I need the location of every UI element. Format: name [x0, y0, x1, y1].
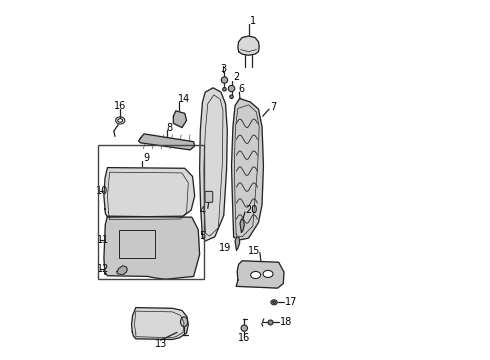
Text: 14: 14 [178, 94, 190, 104]
Ellipse shape [271, 300, 277, 305]
Text: 10: 10 [96, 186, 108, 196]
Text: 15: 15 [247, 246, 260, 256]
Ellipse shape [230, 95, 233, 99]
Polygon shape [117, 266, 127, 275]
Polygon shape [232, 99, 264, 240]
Polygon shape [132, 307, 188, 339]
Bar [98, 145, 204, 279]
Text: 12: 12 [97, 264, 109, 274]
Text: 4: 4 [199, 206, 206, 216]
Text: 5: 5 [199, 231, 206, 241]
Text: 9: 9 [143, 153, 149, 163]
Polygon shape [238, 36, 259, 55]
Polygon shape [104, 168, 195, 217]
Text: 17: 17 [285, 297, 297, 307]
Polygon shape [236, 261, 284, 288]
Text: 18: 18 [280, 318, 293, 328]
Polygon shape [240, 219, 245, 233]
FancyBboxPatch shape [205, 192, 213, 202]
Text: 20: 20 [245, 205, 258, 215]
Text: 1: 1 [250, 16, 256, 26]
Ellipse shape [263, 270, 273, 278]
Text: 16: 16 [114, 100, 126, 111]
Ellipse shape [272, 301, 275, 303]
Polygon shape [139, 134, 195, 150]
Text: 6: 6 [238, 84, 244, 94]
Ellipse shape [221, 77, 228, 83]
Text: 7: 7 [270, 102, 276, 112]
Ellipse shape [180, 317, 188, 327]
Ellipse shape [222, 87, 226, 91]
Bar [119, 230, 155, 258]
Polygon shape [173, 111, 187, 127]
Text: 19: 19 [219, 243, 231, 253]
Ellipse shape [268, 320, 273, 325]
Text: 13: 13 [154, 339, 167, 349]
Text: 2: 2 [234, 72, 240, 82]
Ellipse shape [228, 85, 235, 92]
Ellipse shape [251, 271, 261, 279]
Polygon shape [104, 216, 199, 279]
Text: 8: 8 [166, 122, 172, 132]
Text: 3: 3 [220, 64, 226, 74]
Text: 11: 11 [97, 235, 109, 245]
Polygon shape [235, 237, 240, 250]
Ellipse shape [241, 325, 247, 331]
Text: 16: 16 [238, 333, 250, 343]
Polygon shape [199, 88, 227, 241]
